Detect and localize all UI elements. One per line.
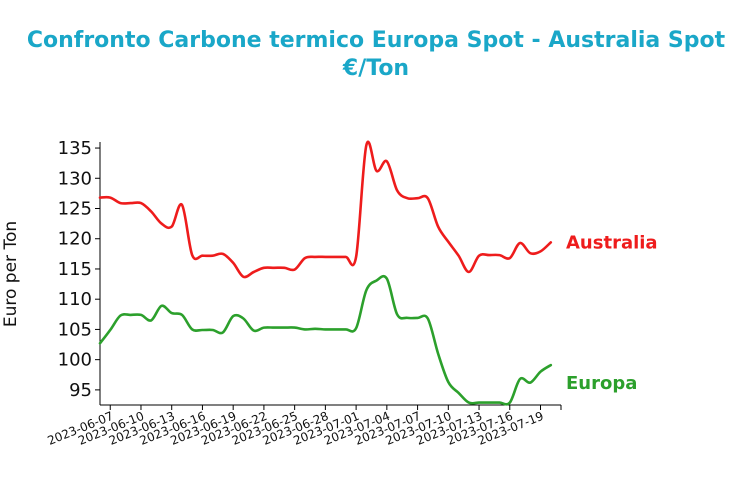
y-tick-label: 95 — [69, 380, 92, 401]
y-tick-label: 110 — [58, 289, 92, 310]
series-label-europa: Europa — [566, 373, 637, 394]
series-line-australia — [98, 140, 553, 279]
y-tick-label: 135 — [58, 138, 92, 159]
series-line-europa — [98, 274, 553, 406]
y-tick-label: 125 — [58, 199, 92, 220]
chart-subtitle: €/Ton — [342, 56, 409, 81]
chart-title: Confronto Carbone termico Europa Spot - … — [27, 28, 726, 53]
y-tick-label: 105 — [58, 319, 92, 340]
y-axis-label: Euro per Ton — [1, 221, 21, 327]
y-tick-label: 120 — [58, 229, 92, 250]
y-tick-label: 115 — [58, 259, 92, 280]
series-layer: Australia Europa — [98, 140, 658, 406]
y-tick-label: 100 — [58, 350, 92, 371]
series-label-australia: Australia — [566, 232, 658, 253]
y-tick-label: 130 — [58, 168, 92, 189]
